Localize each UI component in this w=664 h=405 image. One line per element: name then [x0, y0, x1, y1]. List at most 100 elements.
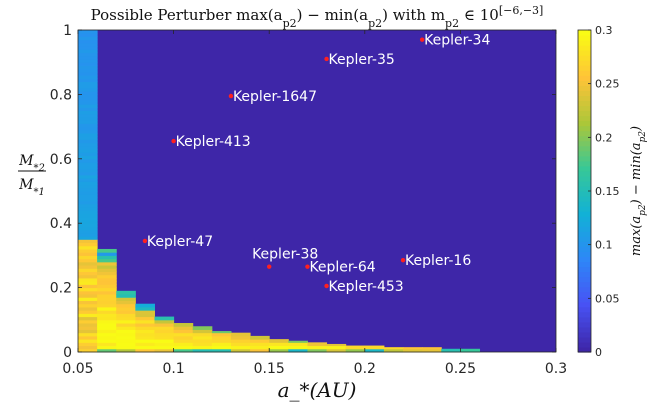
- y-tick-label: 0.6: [50, 152, 72, 168]
- x-tick-label: 0.05: [62, 361, 93, 377]
- heatmap-cell: [173, 339, 194, 343]
- heatmap-cell: [78, 268, 98, 272]
- heatmap-cell: [78, 120, 98, 124]
- heatmap-cell: [78, 49, 98, 54]
- heatmap-cell: [78, 162, 98, 166]
- heatmap-cell: [383, 348, 404, 353]
- heatmap-cell: [78, 332, 98, 337]
- colorbar-segment: [578, 180, 591, 187]
- colorbar-tick-label: 0.25: [595, 78, 620, 91]
- heatmap-cell: [78, 139, 98, 144]
- heatmap-cell: [116, 339, 136, 343]
- x-tick-label: 0.25: [445, 361, 476, 377]
- heatmap-cell: [97, 323, 117, 327]
- y-tick-label: 0.2: [50, 281, 72, 297]
- heatmap-cell: [78, 136, 98, 140]
- heatmap-cell: [78, 194, 98, 198]
- heatmap-cell: [78, 94, 98, 99]
- heatmap-cell: [78, 158, 98, 163]
- heatmap-cells: [78, 30, 481, 353]
- heatmap-cell: [78, 191, 98, 195]
- y-tick-label: 0.8: [50, 87, 72, 103]
- heatmap-cell: [173, 345, 194, 350]
- heatmap-cell: [173, 332, 194, 337]
- plot-background: [78, 30, 556, 352]
- heatmap-cell: [269, 339, 289, 343]
- heatmap-cell: [116, 294, 136, 298]
- heatmap-cell: [173, 342, 194, 347]
- heatmap-cell: [230, 348, 251, 353]
- heatmap-cell: [78, 39, 98, 44]
- heatmap-cell: [211, 331, 232, 334]
- heatmap-cell: [78, 78, 98, 83]
- colorbar-segment: [578, 120, 591, 127]
- heatmap-cell: [78, 65, 98, 70]
- heatmap-cell: [383, 347, 404, 350]
- heatmap-cell: [78, 75, 98, 79]
- heatmap-cell: [154, 332, 175, 337]
- colorbar-tick-label: 0.15: [595, 185, 620, 198]
- heatmap-cell: [211, 335, 232, 340]
- heatmap-cell: [97, 316, 117, 321]
- heatmap-cell: [230, 342, 251, 347]
- colorbar-tick-label: 0.3: [595, 24, 613, 37]
- colorbar-segment: [578, 251, 591, 258]
- heatmap-cell: [78, 261, 98, 266]
- heatmap-cell: [192, 335, 213, 340]
- colorbar-segment: [578, 130, 591, 137]
- heatmap-cell: [78, 81, 98, 86]
- heatmap-cell: [78, 319, 98, 324]
- heatmap-cell: [154, 319, 175, 324]
- heatmap-cell: [78, 168, 98, 173]
- colorbar-segment: [578, 50, 591, 56]
- heatmap-cell: [135, 316, 155, 321]
- system-marker: [171, 138, 176, 144]
- heatmap-cell: [403, 348, 423, 353]
- heatmap-cell: [154, 348, 175, 353]
- heatmap-cell: [78, 326, 98, 330]
- heatmap-cell: [78, 216, 98, 221]
- heatmap-cell: [78, 232, 98, 237]
- heatmap-cell: [97, 303, 117, 308]
- heatmap-cell: [78, 123, 98, 128]
- colorbar-segment: [578, 85, 591, 91]
- heatmap-cell: [116, 348, 136, 353]
- heatmap-cell: [211, 332, 232, 337]
- heatmap-cell: [78, 91, 98, 95]
- heatmap-cell: [269, 342, 289, 347]
- heatmap-cell: [250, 348, 270, 353]
- colorbar-segment: [578, 296, 591, 303]
- heatmap-cell: [154, 345, 175, 350]
- heatmap-cell: [173, 348, 194, 353]
- system-marker: [324, 283, 329, 289]
- heatmap-cell: [78, 129, 98, 134]
- system-marker: [305, 264, 310, 269]
- y-axis-label: M*2M*1: [18, 153, 46, 198]
- heatmap-cell: [116, 290, 136, 295]
- system-label: Kepler-16: [405, 253, 471, 269]
- heatmap-cell: [78, 52, 98, 57]
- system-label: Kepler-1647: [233, 89, 317, 105]
- heatmap-cell: [78, 84, 98, 89]
- heatmap-cell: [116, 326, 136, 330]
- heatmap-cell: [192, 348, 213, 353]
- colorbar-segment: [578, 266, 591, 273]
- colorbar-segment: [578, 155, 591, 162]
- heatmap-cell: [97, 277, 117, 282]
- colorbar-segment: [578, 206, 591, 212]
- heatmap-cell: [97, 274, 117, 279]
- colorbar-segment: [578, 170, 591, 177]
- y-label-denominator: M*1: [18, 177, 45, 198]
- heatmap-cell: [192, 329, 213, 334]
- heatmap-cell: [116, 342, 136, 347]
- colorbar-segment: [578, 100, 591, 107]
- heatmap-cell: [364, 348, 385, 353]
- y-tick-label: 1: [63, 23, 72, 39]
- heatmap-cell: [78, 200, 98, 205]
- heatmap-cell: [97, 248, 117, 253]
- heatmap-cell: [192, 326, 213, 330]
- heatmap-cell: [78, 323, 98, 327]
- heatmap-cell: [307, 345, 328, 350]
- heatmap-cell: [78, 213, 98, 218]
- heatmap-cell: [97, 332, 117, 337]
